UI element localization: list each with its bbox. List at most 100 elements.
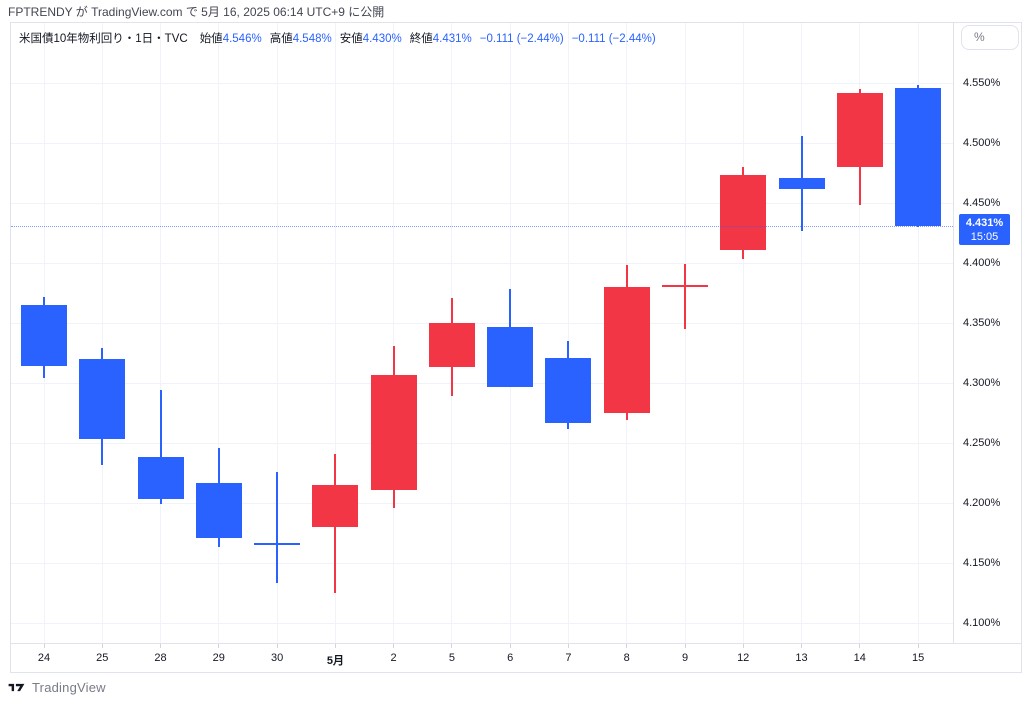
x-axis-label: 6 bbox=[507, 652, 514, 664]
chart-legend: 米国債10年物利回り・1日・TVC 始値4.546% 高値4.548% 安値4.430… bbox=[19, 30, 656, 46]
x-axis-label: 14 bbox=[853, 652, 866, 664]
v-gridline bbox=[101, 23, 103, 643]
open-value: 4.546% bbox=[222, 33, 262, 45]
x-axis-label: 12 bbox=[737, 652, 750, 664]
time-tick bbox=[859, 644, 861, 648]
v-gridline bbox=[684, 23, 686, 643]
y-axis-label: 4.400% bbox=[963, 256, 1001, 269]
close-value: 4.431% bbox=[432, 33, 472, 45]
y-axis-label: 4.150% bbox=[963, 556, 1001, 569]
candle-body bbox=[662, 284, 708, 287]
ohlc-close: 終値4.431% bbox=[402, 33, 472, 45]
x-axis-label: 25 bbox=[96, 652, 109, 664]
candle-body bbox=[487, 326, 534, 387]
time-tick bbox=[218, 644, 220, 648]
x-axis-label: 8 bbox=[623, 652, 630, 664]
x-axis-label: 15 bbox=[911, 652, 925, 664]
low-value: 4.430% bbox=[362, 33, 402, 45]
candle-body bbox=[195, 482, 242, 538]
h-gridline bbox=[11, 203, 953, 204]
close-label: 終値 bbox=[409, 33, 433, 45]
y-axis-label: 4.200% bbox=[963, 496, 1001, 509]
symbol-title[interactable]: 米国債10年物利回り・1日・TVC bbox=[19, 33, 188, 45]
v-gridline bbox=[567, 23, 569, 643]
time-tick bbox=[393, 644, 395, 648]
open-label: 始値 bbox=[199, 33, 223, 45]
v-gridline bbox=[160, 23, 161, 643]
high-label: 高値 bbox=[269, 33, 293, 45]
ohlc-high: 高値4.548% bbox=[262, 33, 332, 45]
candle-body bbox=[79, 359, 126, 440]
v-gridline bbox=[276, 23, 278, 643]
time-tick bbox=[742, 644, 744, 648]
candle-body bbox=[545, 357, 592, 423]
ohlc-low: 安値4.430% bbox=[332, 33, 402, 45]
v-gridline bbox=[801, 23, 802, 643]
price-change: −0.111 (−2.44%) bbox=[479, 33, 564, 45]
price-change-extended: −0.111 (−2.44%) bbox=[571, 33, 656, 45]
x-axis-label: 13 bbox=[795, 652, 808, 664]
h-gridline bbox=[11, 623, 953, 624]
v-gridline bbox=[334, 23, 336, 643]
chart-card: 米国債10年物利回り・1日・TVC 始値4.546% 高値4.548% 安値4.430… bbox=[10, 22, 1022, 673]
x-axis-label: 30 bbox=[270, 652, 284, 664]
candle-body bbox=[836, 92, 883, 167]
tradingview-attribution[interactable]: TradingView bbox=[8, 680, 106, 695]
time-tick bbox=[43, 644, 45, 648]
v-gridline bbox=[742, 23, 744, 643]
last-price-label: 4.431% 15:05 bbox=[959, 213, 1010, 245]
time-tick bbox=[276, 644, 278, 648]
time-tick bbox=[334, 644, 336, 648]
h-gridline bbox=[11, 563, 953, 564]
h-gridline bbox=[11, 143, 953, 144]
time-tick bbox=[917, 644, 919, 648]
x-axis-label: 9 bbox=[681, 652, 689, 664]
y-axis-label: 4.450% bbox=[963, 196, 1001, 209]
x-axis-label: 5月 bbox=[326, 655, 344, 667]
chart-plot-area[interactable] bbox=[11, 23, 953, 643]
x-axis-label: 2 bbox=[390, 652, 397, 664]
y-axis-label: 4.300% bbox=[963, 376, 1001, 389]
x-axis-label: 24 bbox=[37, 652, 51, 664]
h-gridline bbox=[11, 443, 953, 444]
candle-wick bbox=[159, 390, 162, 505]
time-tick bbox=[626, 644, 628, 648]
y-axis-label: 4.550% bbox=[963, 76, 1001, 89]
percent-unit-button[interactable]: % bbox=[961, 25, 1019, 50]
candle-body bbox=[603, 287, 650, 413]
y-axis-label: 4.250% bbox=[963, 436, 1001, 449]
h-gridline bbox=[11, 323, 953, 324]
time-tick bbox=[509, 644, 511, 648]
tradingview-logo-icon bbox=[8, 683, 25, 692]
h-gridline bbox=[11, 383, 953, 384]
x-axis-label: 7 bbox=[565, 652, 572, 664]
last-price-line bbox=[11, 225, 953, 227]
candle-wick bbox=[684, 264, 686, 329]
x-axis-label: 28 bbox=[154, 652, 167, 664]
x-axis-label: 29 bbox=[212, 652, 225, 664]
h-gridline bbox=[11, 263, 953, 264]
h-gridline bbox=[11, 83, 953, 84]
time-scale[interactable]: 24 25 28 29 30 5月 2 5 6 7 8 9 12 13 14 15 bbox=[11, 643, 1021, 672]
tradingview-brand-text: TradingView bbox=[32, 680, 106, 695]
v-gridline bbox=[917, 23, 919, 643]
time-tick bbox=[801, 644, 802, 648]
candle-body bbox=[428, 323, 475, 368]
h-gridline bbox=[11, 503, 953, 504]
candle-body bbox=[21, 305, 67, 367]
time-tick bbox=[160, 644, 161, 648]
price-scale[interactable]: % 4.431% 15:05 4.550% 4.500% 4.450% 4.400% 4… bbox=[953, 23, 1021, 643]
candle-body bbox=[137, 457, 184, 500]
time-tick bbox=[101, 644, 103, 648]
low-label: 安値 bbox=[339, 33, 363, 45]
v-gridline bbox=[859, 23, 861, 643]
y-axis-label: 4.500% bbox=[963, 136, 1001, 149]
candle-body bbox=[312, 485, 359, 527]
time-tick bbox=[567, 644, 569, 648]
high-value: 4.548% bbox=[292, 33, 332, 45]
candle-body bbox=[254, 542, 301, 545]
time-tick bbox=[451, 644, 453, 648]
candle-wick bbox=[276, 471, 279, 584]
candle-body bbox=[720, 175, 767, 250]
candle-body bbox=[895, 87, 942, 226]
